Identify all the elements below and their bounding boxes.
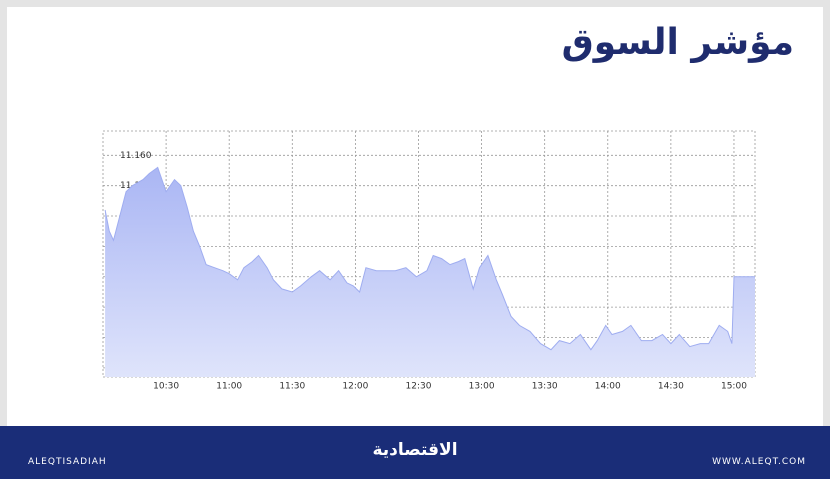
x-tick-label: 14:30: [658, 382, 684, 392]
chart: 11.16011.15011.14011.13011.12011.11011.1…: [102, 130, 756, 392]
y-tick-label: 11.160: [120, 151, 152, 161]
x-tick-label: 15:00: [721, 382, 747, 392]
footer: ALEQTISADIAH الاقتصادية WWW.ALEQT.COM: [0, 426, 830, 479]
area: [105, 167, 756, 377]
x-tick-label: 14:00: [595, 382, 621, 392]
line: [104, 166, 755, 351]
x-tick-label: 11:30: [279, 382, 305, 392]
x-tick-label: 13:00: [469, 382, 495, 392]
x-tick-label: 12:30: [406, 382, 432, 392]
website: WWW.ALEQT.COM: [712, 457, 806, 467]
x-tick-label: 12:00: [342, 382, 368, 392]
title: مؤشر السوق: [561, 22, 794, 63]
x-tick-label: 10:30: [153, 382, 179, 392]
x-tick-label: 13:30: [532, 382, 558, 392]
social-handle: ALEQTISADIAH: [28, 457, 107, 467]
x-tick-label: 11:00: [216, 382, 242, 392]
logo: الاقتصادية: [372, 440, 458, 460]
